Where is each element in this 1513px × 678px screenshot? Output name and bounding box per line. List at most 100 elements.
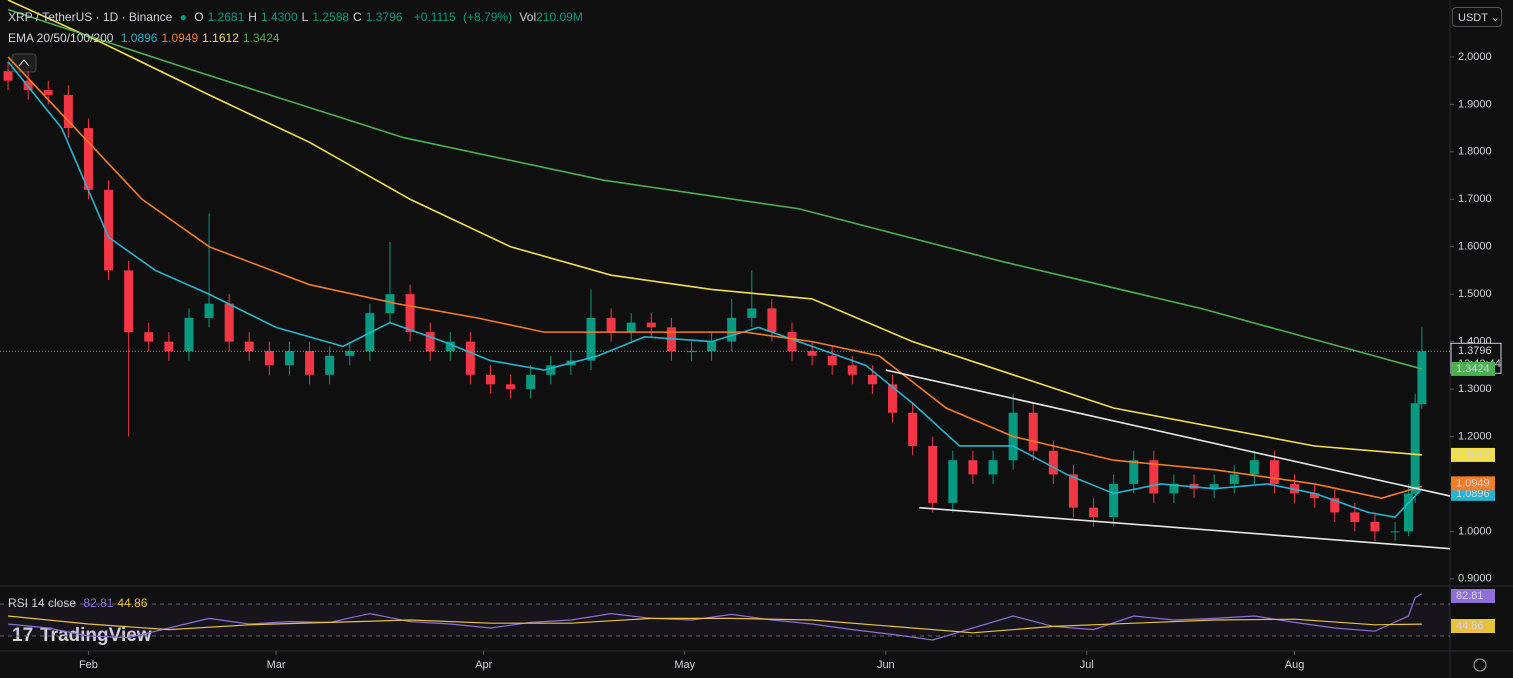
candle-body xyxy=(686,351,696,353)
ohlc: O 1.2681 H 1.4300 L 1.2588 C 1.3796 xyxy=(194,10,406,24)
candle-body xyxy=(1310,493,1320,499)
y-tick-label: 1.8000 xyxy=(1458,146,1492,158)
ema-legend: EMA 20/50/100/200 1.0896 1.0949 1.1612 1.34… xyxy=(8,31,284,45)
rsi-legend: RSI 14 close 82.81 44.86 xyxy=(8,596,151,610)
x-tick-label: Jul xyxy=(1080,659,1094,671)
ohlc-key: O xyxy=(194,10,204,24)
candle-body xyxy=(1028,412,1038,451)
rsi-value: 82.81 xyxy=(83,596,114,610)
ema-price-label: 1.0949 xyxy=(1456,477,1490,489)
ema-line xyxy=(7,61,1423,519)
x-tick-label: Feb xyxy=(79,659,98,671)
candle-body xyxy=(787,332,797,352)
ema-price-label-bg xyxy=(1451,361,1495,376)
y-tick-label: 1.9000 xyxy=(1458,98,1492,110)
candle-body xyxy=(1370,521,1380,532)
rsi-label: RSI 14 close xyxy=(8,596,77,610)
ema-value: 1.1612 xyxy=(202,31,239,45)
rsi-value-label-bg xyxy=(1451,589,1495,603)
y-tick-label: 1.7000 xyxy=(1458,193,1492,205)
ema-price-label: 1.3424 xyxy=(1456,363,1490,375)
x-tick-label: May xyxy=(674,659,695,671)
y-tick-label: 2.0000 xyxy=(1458,51,1492,63)
settings-icon[interactable] xyxy=(1473,658,1487,672)
x-tick-label: Apr xyxy=(475,659,492,671)
candle-body xyxy=(948,460,958,503)
candle-body xyxy=(3,71,13,81)
candle-body xyxy=(546,365,556,375)
candle-body xyxy=(465,341,475,375)
candle-body xyxy=(968,460,978,475)
candle-body xyxy=(224,303,234,342)
candle-body xyxy=(747,308,757,318)
ema-label: EMA 20/50/100/200 xyxy=(8,31,114,45)
price-label: 1.3796 xyxy=(1458,345,1492,357)
rsi-value-label-bg xyxy=(1451,619,1495,633)
rsi-value: 44.86 xyxy=(117,596,148,610)
candle-body xyxy=(1350,512,1360,522)
candle-body xyxy=(244,341,254,352)
symbol: XRP / TetherUS · 1D · Binance xyxy=(8,10,173,24)
rsi-value-label: 44.86 xyxy=(1456,620,1484,632)
change: +0.1115 xyxy=(413,10,456,24)
candle-body xyxy=(1109,483,1119,518)
candle-body xyxy=(305,351,315,375)
candle-body xyxy=(807,351,817,356)
change-pct: (+8.79%) xyxy=(463,10,513,24)
candle-body xyxy=(284,351,294,366)
candle-body xyxy=(646,322,656,328)
candle-body xyxy=(586,317,596,361)
candle-body xyxy=(485,374,495,385)
y-tick-label: 1.2000 xyxy=(1458,430,1492,442)
y-tick-label: 1.5000 xyxy=(1458,288,1492,300)
candle-body xyxy=(1048,450,1058,475)
candle-body xyxy=(626,322,636,333)
candle-body xyxy=(1229,474,1239,484)
candle-body xyxy=(908,412,918,446)
candle-body xyxy=(325,355,335,375)
logo-mark: 17 xyxy=(12,625,33,646)
candle-body xyxy=(988,460,998,475)
y-tick-label: 1.3000 xyxy=(1458,383,1492,395)
rsi-value-label: 82.81 xyxy=(1456,590,1484,602)
currency: USDT xyxy=(1458,12,1488,24)
ema-value: 1.0896 xyxy=(120,31,158,45)
candle-body xyxy=(1068,474,1078,508)
collapse-icon xyxy=(18,59,30,67)
ema-value: 1.3424 xyxy=(242,31,280,45)
candle-body xyxy=(1249,460,1259,475)
rsi-line xyxy=(7,615,1422,634)
currency-select[interactable]: USDT ⌄ xyxy=(1452,7,1502,27)
price-axis-bg xyxy=(1450,0,1513,678)
x-tick-label: Mar xyxy=(267,659,286,671)
candle-body xyxy=(1089,507,1099,518)
candle-body xyxy=(867,374,877,385)
trendline xyxy=(885,369,1450,497)
candle-body xyxy=(1209,483,1219,489)
ohlc-key: H xyxy=(248,10,257,24)
candle-body xyxy=(1149,460,1159,494)
candle-body xyxy=(43,90,53,95)
logo: TradingView xyxy=(40,625,152,646)
ema-line xyxy=(7,8,1423,370)
collapse-button[interactable] xyxy=(11,53,37,73)
y-tick-label: 1.6000 xyxy=(1458,241,1492,253)
price-pane xyxy=(3,0,1450,550)
ema-line xyxy=(7,0,1422,456)
candle-body xyxy=(707,341,717,352)
trendline xyxy=(919,506,1450,550)
vol-key: Vol xyxy=(519,10,537,24)
vol: 210.09M xyxy=(536,10,583,24)
candle-body xyxy=(1417,351,1427,405)
candle-body xyxy=(506,384,516,390)
x-tick-label: Aug xyxy=(1285,659,1305,671)
candle-body xyxy=(144,332,154,342)
candle-body xyxy=(124,270,134,333)
candle-body xyxy=(847,365,857,375)
rsi-pane xyxy=(0,593,1450,641)
candle-body xyxy=(1390,531,1400,533)
candle-body xyxy=(405,294,415,333)
candle-body xyxy=(63,94,73,129)
